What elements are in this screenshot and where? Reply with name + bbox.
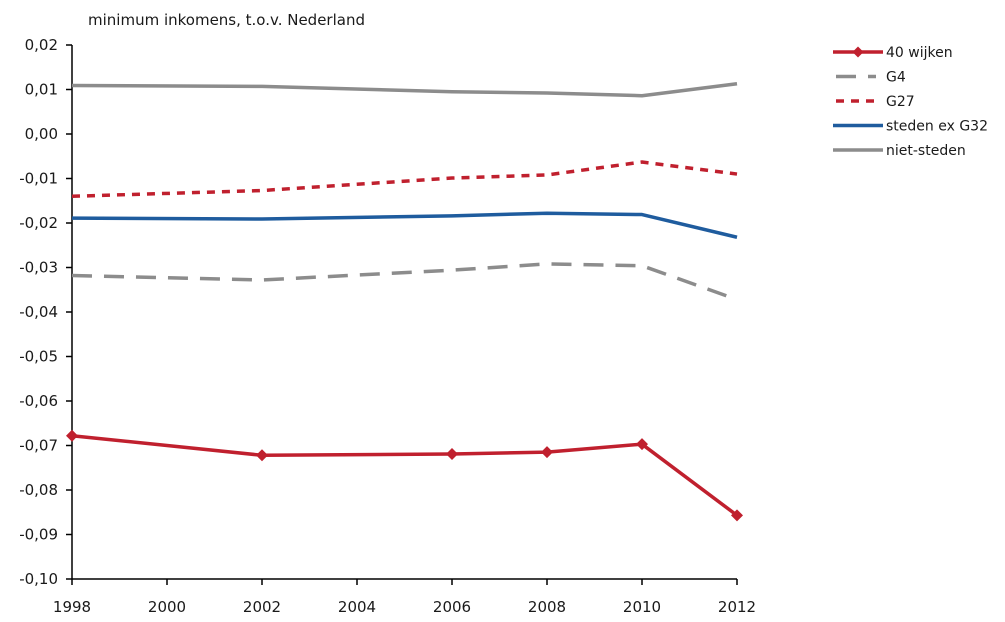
series-niet-steden (71, 81, 738, 98)
y-tick-label: -0,03 (19, 259, 58, 277)
x-tick-label: 2008 (528, 598, 566, 616)
series-line (71, 433, 739, 517)
y-tick-label: -0,05 (19, 348, 58, 366)
chart-title: minimum inkomens, t.o.v. Nederland (88, 11, 365, 29)
data-point-marker (541, 446, 553, 459)
series-steden-ex-g32 (71, 211, 738, 239)
legend-label: G27 (886, 94, 915, 110)
y-tick-label: -0,09 (19, 526, 58, 544)
series-g27 (71, 160, 738, 199)
data-point-marker (446, 447, 458, 460)
x-tick-label: 2002 (243, 598, 281, 616)
legend-item: niet-steden (833, 143, 966, 159)
chart-axes: 0,02 0,01 0,00 -0,01 -0,02 -0,03 -0,04 -0,05 -0,… (19, 36, 756, 616)
series-line (71, 262, 738, 302)
legend-label: G4 (886, 70, 906, 86)
x-tick-label: 2006 (433, 598, 471, 616)
series-line (71, 81, 738, 98)
series-line (71, 160, 738, 199)
data-point-marker (636, 438, 648, 451)
legend-item: G4 (836, 70, 906, 86)
y-tick-label: -0,06 (19, 392, 58, 410)
y-tick-label: -0,01 (19, 170, 58, 188)
legend-item: 40 wijken (833, 45, 953, 61)
legend-label: 40 wijken (886, 45, 953, 61)
x-tick-label: 2010 (623, 598, 661, 616)
data-point-marker (66, 429, 78, 442)
data-point-marker (256, 449, 268, 462)
chart-series (66, 81, 743, 522)
y-tick-label: -0,04 (19, 303, 58, 321)
y-tick-label: 0,00 (25, 125, 58, 143)
y-tick-label: -0,02 (19, 214, 58, 232)
legend-marker (852, 46, 864, 58)
y-tick-label: -0,10 (19, 570, 58, 588)
x-tick-label: 2012 (718, 598, 756, 616)
series-40-wijken (66, 429, 743, 522)
y-tick-label: 0,02 (25, 36, 58, 54)
legend-item: G27 (836, 94, 915, 110)
x-tick-label: 2004 (338, 598, 376, 616)
legend-item: steden ex G32 (833, 119, 988, 135)
series-line (71, 211, 738, 239)
y-tick-label: 0,01 (25, 81, 58, 99)
x-tick-label: 1998 (53, 598, 91, 616)
data-point-marker (731, 509, 743, 522)
legend-label: niet-steden (886, 143, 966, 159)
legend-label: steden ex G32 (886, 119, 988, 135)
y-tick-label: -0,07 (19, 437, 58, 455)
y-tick-label: -0,08 (19, 481, 58, 499)
series-g4 (71, 262, 738, 302)
chart-legend: 40 wijken G4 G27 steden ex G32 niet-steden (833, 45, 988, 159)
x-tick-label: 2000 (148, 598, 186, 616)
